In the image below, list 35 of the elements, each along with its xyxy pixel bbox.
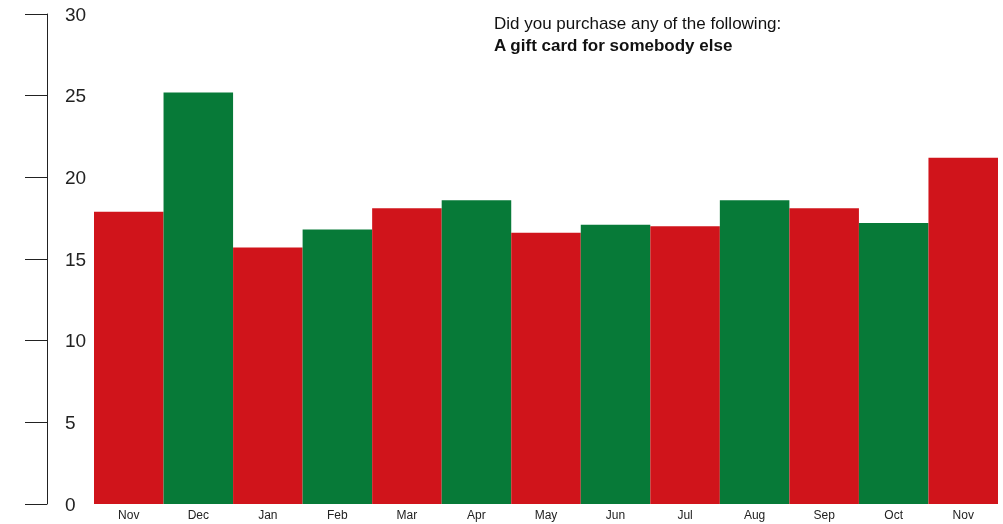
chart-subtitle: Did you purchase any of the following: <box>494 14 782 33</box>
x-tick-label: Apr <box>467 508 486 522</box>
bar <box>302 229 373 504</box>
y-tick-label: 10 <box>65 330 87 352</box>
y-tick-label: 20 <box>65 166 87 188</box>
x-tick-label: Sep <box>813 508 836 522</box>
x-tick-label: Dec <box>187 508 209 522</box>
bar <box>94 211 164 504</box>
x-tick-label: Nov <box>118 508 140 522</box>
bar <box>441 200 512 504</box>
y-tick-label: 5 <box>65 411 76 433</box>
x-tick-label: Nov <box>952 508 974 522</box>
bar <box>789 208 859 504</box>
y-tick-label: 0 <box>65 493 76 515</box>
x-tick-label: Aug <box>743 508 766 522</box>
x-tick-label: Jul <box>677 508 693 522</box>
bar <box>650 226 720 504</box>
x-tick-label: Jan <box>258 508 278 522</box>
bar <box>858 223 929 504</box>
x-tick-label: Feb <box>327 508 349 522</box>
bar <box>372 208 442 504</box>
bar <box>928 157 998 504</box>
bar <box>719 200 790 504</box>
x-tick-label: Oct <box>884 508 904 522</box>
y-tick-label: 15 <box>65 248 87 270</box>
bar <box>163 92 234 504</box>
y-tick-label: 30 <box>65 3 87 25</box>
text: A gift card for somebody else <box>494 36 733 55</box>
bar <box>580 224 651 504</box>
bar <box>511 232 581 504</box>
x-tick-label: May <box>534 508 558 522</box>
y-tick-label: 25 <box>65 85 87 107</box>
x-tick-label: Mar <box>396 508 418 522</box>
bar <box>233 247 303 504</box>
x-tick-label: Jun <box>605 508 626 522</box>
